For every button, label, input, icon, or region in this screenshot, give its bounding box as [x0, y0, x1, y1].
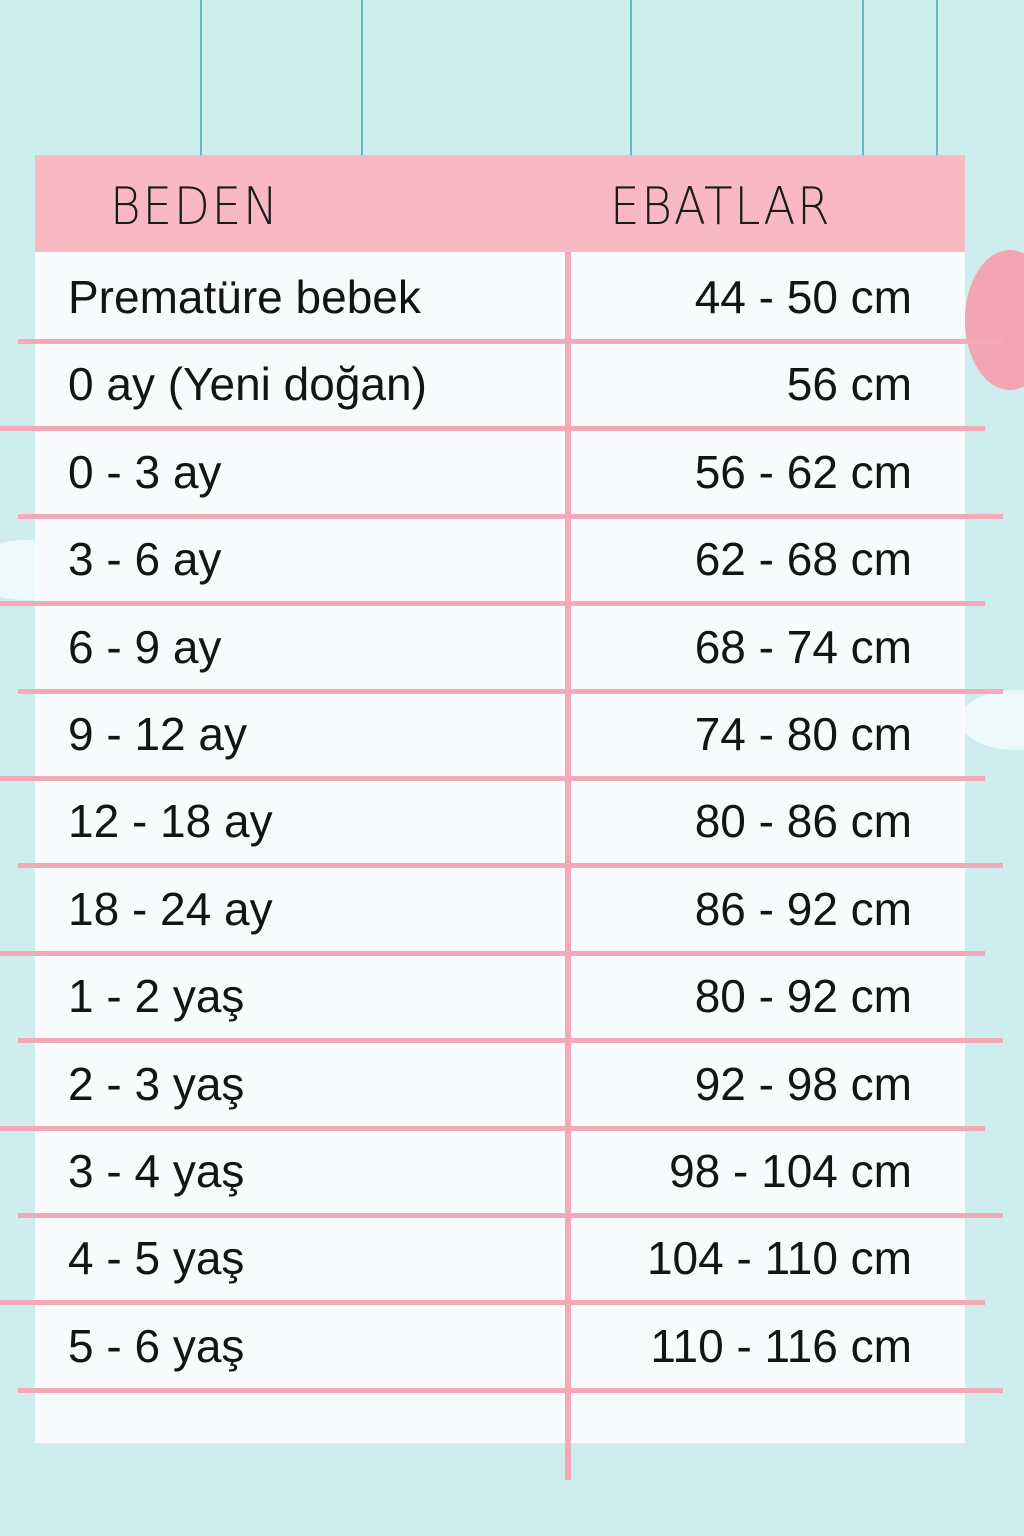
table-row: 5 - 6 yaş 110 - 116 cm	[0, 1301, 1024, 1393]
table-row: 18 - 24 ay 86 - 92 cm	[0, 864, 1024, 956]
table-row: 9 - 12 ay 74 - 80 cm	[0, 689, 1024, 781]
table-row: 2 - 3 yaş 92 - 98 cm	[0, 1039, 1024, 1131]
table-row: 6 - 9 ay 68 - 74 cm	[0, 602, 1024, 694]
size-cell: 12 - 18 ay	[68, 795, 273, 848]
row-rule	[0, 950, 985, 956]
measure-cell: 56 cm	[786, 358, 912, 411]
row-rule	[18, 1387, 1003, 1393]
table-row: 0 - 3 ay 56 - 62 cm	[0, 427, 1024, 519]
table-row: 3 - 6 ay 62 - 68 cm	[0, 514, 1024, 607]
size-cell: 9 - 12 ay	[68, 708, 247, 760]
measure-cell: 92 - 98 cm	[694, 1057, 912, 1110]
header-beden: BEDEN	[110, 177, 280, 237]
header-ebatlar: EBATLAR	[610, 177, 832, 237]
size-cell: 6 - 9 ay	[68, 620, 222, 673]
table-row: 12 - 18 ay 80 - 86 cm	[0, 776, 1024, 869]
row-rule	[18, 513, 1003, 519]
measure-cell: 62 - 68 cm	[694, 533, 912, 586]
row-rule	[18, 339, 1003, 344]
hanging-string	[936, 0, 938, 155]
measure-cell: 80 - 92 cm	[694, 970, 912, 1023]
measure-cell: 74 - 80 cm	[694, 708, 912, 760]
size-cell: 18 - 24 ay	[68, 882, 273, 935]
table-row: 1 - 2 yaş 80 - 92 cm	[0, 951, 1024, 1044]
row-rule	[0, 426, 985, 432]
table-row: 0 ay (Yeni doğan) 56 cm	[0, 339, 1024, 432]
table-header: BEDEN EBATLAR	[35, 155, 965, 252]
size-chart-table: BEDEN EBATLAR	[35, 155, 965, 1443]
table-row: Prematüre bebek 44 - 50 cm	[0, 252, 1024, 344]
row-rule	[0, 1125, 985, 1131]
row-rule	[18, 863, 1003, 869]
row-rule	[0, 776, 985, 781]
hanging-string	[862, 0, 864, 155]
hanging-string	[361, 0, 363, 155]
row-rule	[18, 1213, 1003, 1218]
row-rule	[0, 601, 985, 607]
size-cell: 3 - 6 ay	[68, 533, 222, 586]
size-cell: 3 - 4 yaş	[68, 1145, 245, 1197]
size-cell: 0 - 3 ay	[68, 445, 222, 498]
measure-cell: 80 - 86 cm	[694, 795, 912, 848]
measure-cell: 68 - 74 cm	[694, 620, 912, 673]
size-cell: 1 - 2 yaş	[68, 970, 245, 1023]
size-cell: 0 ay (Yeni doğan)	[68, 358, 427, 411]
row-rule	[18, 1038, 1003, 1044]
measure-cell: 56 - 62 cm	[694, 445, 912, 498]
measure-cell: 86 - 92 cm	[694, 882, 912, 935]
row-rule	[18, 688, 1003, 694]
measure-cell: 104 - 110 cm	[646, 1232, 912, 1285]
measure-cell: 44 - 50 cm	[694, 271, 912, 323]
size-cell: 5 - 6 yaş	[68, 1319, 245, 1372]
hanging-string	[630, 0, 632, 155]
table-row: 3 - 4 yaş 98 - 104 cm	[0, 1126, 1024, 1218]
measure-cell: 98 - 104 cm	[669, 1145, 912, 1197]
hanging-string	[200, 0, 202, 155]
table-row: 4 - 5 yaş 104 - 110 cm	[0, 1213, 1024, 1306]
size-cell: 4 - 5 yaş	[68, 1232, 245, 1285]
size-cell: Prematüre bebek	[68, 271, 421, 323]
row-rule	[0, 1300, 985, 1306]
size-cell: 2 - 3 yaş	[68, 1057, 245, 1110]
measure-cell: 110 - 116 cm	[650, 1319, 912, 1372]
